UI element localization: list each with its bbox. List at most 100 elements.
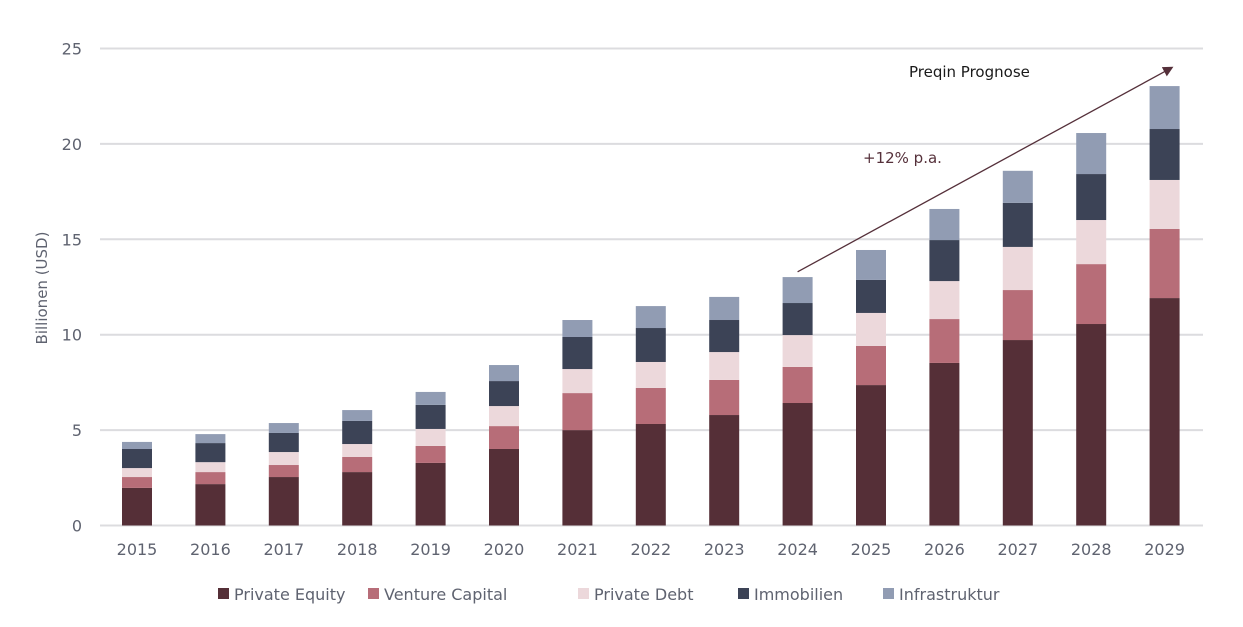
bar-segment-infrastruktur-2018 [342,410,373,421]
bar-segment-private-equity-2029 [1149,298,1180,526]
x-tick-label: 2017 [263,540,304,559]
annotation-growth-rate: +12% p.a. [863,149,942,167]
legend-swatch [218,588,229,599]
bar-segment-venture-capital-2026 [929,319,960,363]
bar-segment-venture-capital-2024 [782,366,813,404]
bar-segment-immobilien-2024 [782,303,813,336]
bar-segment-infrastruktur-2021 [562,320,593,337]
bar-segment-immobilien-2027 [1002,202,1033,247]
x-tick-label: 2015 [117,540,158,559]
bar-segment-immobilien-2028 [1076,174,1107,221]
bar-segment-immobilien-2016 [195,443,226,463]
bar-segment-immobilien-2020 [489,381,519,407]
bar-segment-private-equity-2024 [782,403,813,526]
bar-segment-private-equity-2026 [929,362,960,526]
bar-segment-venture-capital-2018 [342,457,373,473]
bar-segment-private-equity-2025 [856,385,886,526]
bar-segment-immobilien-2029 [1149,129,1180,180]
bar-segment-infrastruktur-2022 [635,306,666,329]
bar-segment-private-debt-2021 [562,369,593,394]
y-tick-label: 10 [62,326,82,345]
bar-segment-private-equity-2022 [635,423,666,526]
bar-segment-venture-capital-2019 [415,445,446,463]
bar-segment-venture-capital-2015 [122,477,152,488]
bar-segment-immobilien-2022 [635,328,666,362]
bar-stack-2020 [489,365,519,526]
y-tick-label: 15 [62,230,82,249]
y-tick-label: 5 [72,421,82,440]
bar-segment-private-equity-2015 [122,487,152,526]
legend-item-immobilien: Immobilien [738,585,843,604]
bar-segment-private-debt-2016 [195,462,226,473]
bar-segment-venture-capital-2021 [562,393,593,431]
trend-arrow [797,66,1174,273]
legend-label: Private Equity [234,585,345,604]
bar-segment-private-equity-2023 [709,415,740,526]
legend-item-private-debt: Private Debt [578,585,693,604]
bar-segment-immobilien-2019 [415,404,446,429]
bar-segment-venture-capital-2029 [1149,228,1180,299]
bar-stack-2015 [122,441,152,526]
x-tick-label: 2021 [557,540,598,559]
bar-segment-immobilien-2018 [342,420,373,445]
bar-segment-venture-capital-2025 [856,345,886,386]
x-tick-label: 2029 [1144,540,1185,559]
bar-segment-infrastruktur-2016 [195,434,226,444]
bar-segment-private-debt-2017 [268,452,299,466]
bar-segment-private-debt-2018 [342,444,373,458]
bar-segment-private-debt-2026 [929,281,960,320]
bar-segment-private-debt-2019 [415,428,446,446]
legend-swatch [578,588,589,599]
bar-segment-immobilien-2021 [562,336,593,370]
x-tick-label: 2020 [484,540,525,559]
bar-stack-2026 [929,208,960,526]
legend-item-venture-capital: Venture Capital [368,585,507,604]
bar-segment-private-equity-2017 [268,477,299,526]
legend-label: Private Debt [594,585,693,604]
legend-label: Venture Capital [384,585,507,604]
x-axis-ticks: 2015 2016 2017 2018 2019 2020 2021 2022 2023 2024… [117,540,1185,559]
bar-segment-private-debt-2025 [856,312,886,346]
x-tick-label: 2024 [777,540,818,559]
bar-segment-infrastruktur-2023 [709,296,740,321]
bar-segment-immobilien-2026 [929,240,960,282]
legend-item-infrastruktur: Infrastruktur [883,585,1000,604]
bar-segment-immobilien-2015 [122,448,152,469]
bar-segment-private-debt-2023 [709,352,740,380]
bar-segment-infrastruktur-2025 [856,249,886,280]
bar-segment-venture-capital-2027 [1002,290,1033,341]
legend-swatch [368,588,379,599]
bar-segment-venture-capital-2020 [489,426,519,449]
legend: Private Equity Venture Capital Private Deb… [218,585,1000,604]
bar-segment-private-debt-2020 [489,406,519,427]
legend-item-private-equity: Private Equity [218,585,345,604]
bars [122,86,1180,526]
bar-segment-infrastruktur-2020 [489,365,519,382]
bar-segment-private-equity-2019 [415,462,446,526]
legend-label: Infrastruktur [899,585,1000,604]
y-axis-ticks: 0 5 10 15 20 25 [62,40,82,536]
y-tick-label: 25 [62,40,82,59]
legend-swatch [738,588,749,599]
bar-segment-infrastruktur-2017 [268,423,299,433]
bar-segment-infrastruktur-2026 [929,208,960,241]
bar-stack-2022 [635,306,666,526]
bar-segment-private-equity-2027 [1002,340,1033,526]
bar-segment-infrastruktur-2029 [1149,86,1180,130]
legend-label: Immobilien [754,585,843,604]
bar-segment-venture-capital-2028 [1076,264,1107,325]
bar-segment-private-equity-2016 [195,484,226,526]
bar-segment-immobilien-2025 [856,279,886,313]
bar-segment-infrastruktur-2024 [782,277,813,304]
bar-segment-private-equity-2028 [1076,324,1107,526]
bar-segment-private-debt-2015 [122,468,152,478]
x-tick-label: 2028 [1071,540,1112,559]
x-tick-label: 2026 [924,540,965,559]
y-tick-label: 0 [72,517,82,536]
bar-segment-private-debt-2024 [782,335,813,367]
legend-swatch [883,588,894,599]
bar-stack-2025 [856,249,886,526]
x-tick-label: 2016 [190,540,231,559]
bar-segment-immobilien-2017 [268,432,299,453]
